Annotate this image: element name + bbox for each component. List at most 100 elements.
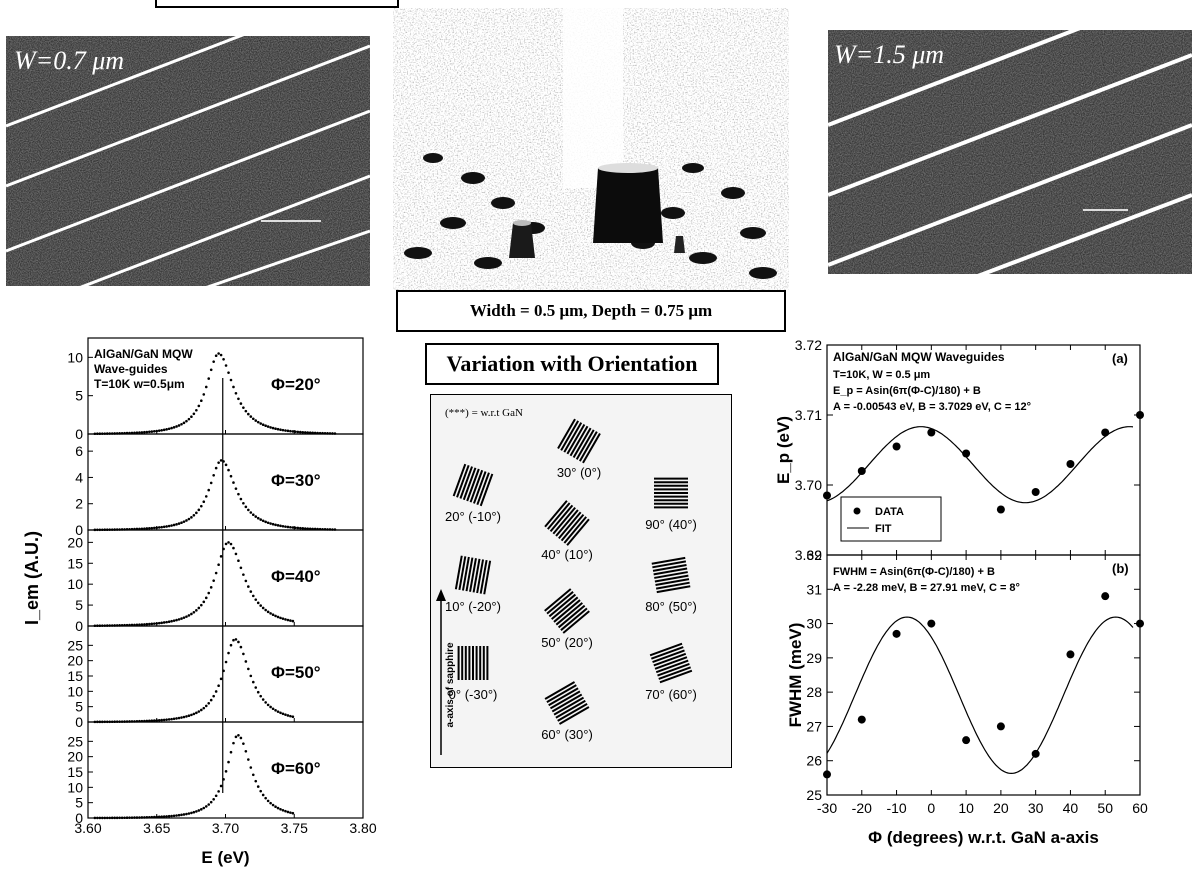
spectrum-point <box>222 357 225 361</box>
spectrum-point <box>152 622 156 625</box>
spectra-title-2: Wave-guides <box>94 362 168 376</box>
spectrum-point <box>242 406 245 409</box>
y-tick-label: 29 <box>806 650 822 666</box>
orientation-stripe <box>578 431 598 462</box>
spectrum-point <box>162 718 166 722</box>
spectrum-point <box>299 526 302 530</box>
spectrum-point <box>145 816 149 819</box>
spectrum-point <box>261 606 265 610</box>
orientation-stripe <box>655 578 690 587</box>
spectrum-point <box>276 524 280 527</box>
panel-a-data-point <box>962 449 971 458</box>
y-tick-label: 5 <box>75 795 83 811</box>
orientation-stripe <box>555 509 579 537</box>
spectrum-point <box>160 718 163 722</box>
orientation-stripe <box>476 472 490 506</box>
orientation-label: 40° (10°) <box>541 547 593 562</box>
spectrum-point <box>182 421 186 425</box>
spectrum-point <box>96 816 99 820</box>
spectrum-point <box>209 481 213 485</box>
orientation-title: Variation with Orientation <box>425 343 719 385</box>
spectrum-point <box>279 711 282 715</box>
spectrum-point <box>195 511 198 515</box>
panel-b-data-point <box>1101 592 1110 601</box>
spectrum-point <box>249 590 253 593</box>
spectrum-point <box>120 816 124 820</box>
panel-b-tag: (b) <box>1112 561 1129 576</box>
orientation-stripe <box>551 596 579 620</box>
spectrum-point <box>145 430 149 434</box>
orientation-stripe <box>454 555 463 590</box>
panel-a-data-point <box>996 505 1005 514</box>
y-tick-label: 0 <box>75 522 83 538</box>
spectrum-point <box>148 430 151 434</box>
spectrum-point <box>271 522 275 526</box>
spectrum-point <box>249 415 253 418</box>
y-axis-label: I_em (A.U.) <box>22 531 42 625</box>
spectra-subtitle: T=10K w=0.5μm <box>94 377 185 391</box>
spectrum-point <box>152 429 156 433</box>
spectrum-point <box>261 519 265 523</box>
sem-image-right: W=1.5 μm <box>828 30 1192 274</box>
spectrum-point <box>204 596 208 600</box>
spectrum-point <box>286 429 290 433</box>
spectrum-point <box>197 710 201 713</box>
spectrum-point <box>266 703 270 707</box>
panel-a-data-point <box>927 428 936 437</box>
spectrum-point <box>143 816 146 819</box>
spectrum-point <box>175 425 178 428</box>
y-tick-label: 5 <box>75 699 83 715</box>
spectrum-point <box>251 513 255 517</box>
y-tick-label: 20 <box>67 749 83 765</box>
spectrum-point <box>145 527 149 530</box>
spectrum-point <box>264 520 267 524</box>
spectrum-point <box>247 667 250 671</box>
spectrum-point <box>269 801 272 805</box>
spectrum-point <box>185 715 188 718</box>
orientation-stripe <box>483 560 492 595</box>
spectrum-point <box>170 524 173 527</box>
spectrum-point <box>276 615 280 619</box>
spectrum-point <box>281 712 285 716</box>
orientation-stripe <box>654 571 688 579</box>
spectrum-point <box>274 427 277 430</box>
y-tick-label: 20 <box>67 534 83 550</box>
orientation-stripe <box>655 659 689 674</box>
panel-label: Φ=20° <box>271 375 321 394</box>
spectrum-point <box>148 622 151 626</box>
orientation-pattern <box>544 500 590 546</box>
spectrum-point <box>256 601 260 605</box>
spectrum-point <box>180 521 183 525</box>
orientation-stripe <box>562 610 590 634</box>
x-tick-label: -30 <box>817 800 837 816</box>
x-tick-label: 60 <box>1132 800 1148 816</box>
spectrum-point <box>281 617 285 620</box>
spectrum-point <box>234 487 238 490</box>
spectrum-point <box>284 713 287 716</box>
spectrum-point <box>239 402 243 405</box>
orientation-stripe <box>548 687 579 707</box>
spectrum-point <box>224 770 228 773</box>
y-tick-label: 27 <box>806 718 822 734</box>
spectrum-point <box>140 431 144 434</box>
spectrum-point <box>281 808 285 812</box>
panel-a-note: A = -0.00543 eV, B = 3.7029 eV, C = 12° <box>833 401 1031 413</box>
spectrum-point <box>249 766 253 769</box>
spectrum-point <box>148 527 151 530</box>
spectrum-point <box>286 618 290 622</box>
orientation-stripe <box>473 471 487 504</box>
spectrum-point <box>224 463 228 467</box>
spectrum-point <box>244 660 248 663</box>
spectrum-point <box>212 579 215 582</box>
panel-b-data-point <box>962 736 971 745</box>
spectrum-point <box>162 621 166 624</box>
y-tick-label: 5 <box>75 597 83 613</box>
spectrum-point <box>281 524 285 528</box>
spectrum-point <box>175 523 178 526</box>
spectrum-point <box>214 690 218 693</box>
spectrum-point <box>291 619 295 623</box>
spectrum-point <box>192 513 196 517</box>
spectrum-point <box>162 815 166 818</box>
spectrum-point <box>289 619 292 622</box>
spectrum-point <box>113 816 116 820</box>
